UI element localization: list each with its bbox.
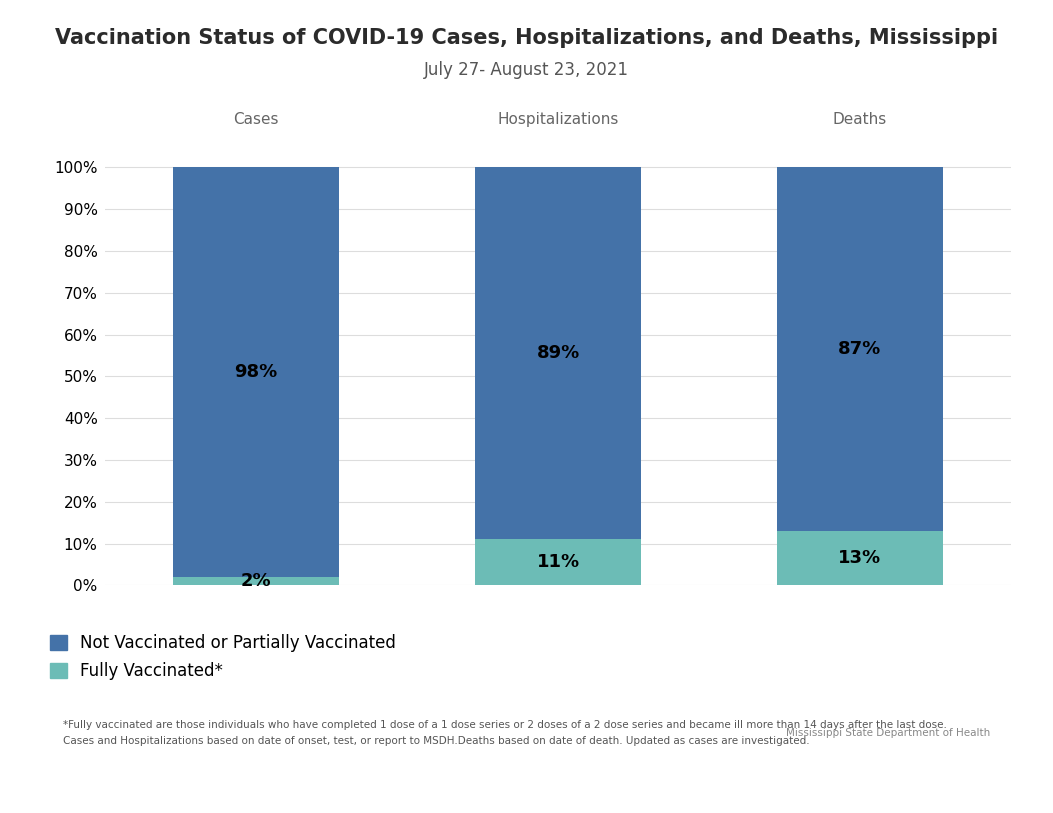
Legend: Not Vaccinated or Partially Vaccinated, Fully Vaccinated*: Not Vaccinated or Partially Vaccinated, … [51, 634, 396, 680]
Text: 2%: 2% [241, 572, 272, 590]
Bar [777, 531, 943, 585]
Text: *Fully vaccinated are those individuals who have completed 1 dose of a 1 dose se: *Fully vaccinated are those individuals … [63, 720, 947, 729]
Text: 13%: 13% [838, 550, 881, 567]
Text: Deaths: Deaths [833, 112, 887, 127]
Bar [173, 577, 339, 585]
Text: Cases and Hospitalizations based on date of onset, test, or report to MSDH.Death: Cases and Hospitalizations based on date… [63, 736, 810, 746]
Text: Mississippi State Department of Health: Mississippi State Department of Health [786, 728, 990, 737]
Text: Cases: Cases [234, 112, 279, 127]
Bar [173, 167, 339, 577]
Text: 89%: 89% [536, 345, 580, 363]
Bar [475, 539, 641, 585]
Text: July 27- August 23, 2021: July 27- August 23, 2021 [424, 61, 629, 79]
Text: Vaccination Status of COVID-19 Cases, Hospitalizations, and Deaths, Mississippi: Vaccination Status of COVID-19 Cases, Ho… [55, 28, 998, 49]
Bar [475, 167, 641, 539]
Bar [777, 167, 943, 531]
Text: 98%: 98% [235, 363, 278, 381]
Text: Hospitalizations: Hospitalizations [497, 112, 619, 127]
Text: 11%: 11% [537, 554, 579, 572]
Text: 87%: 87% [838, 341, 881, 359]
